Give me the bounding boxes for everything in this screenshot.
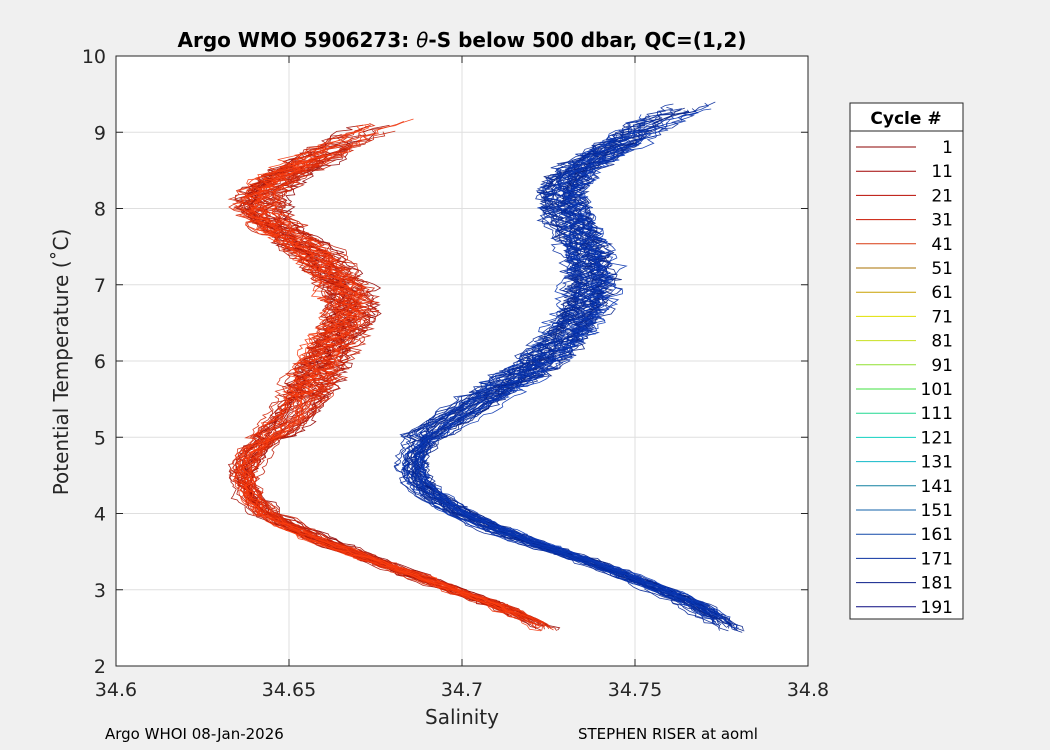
legend-label: 61	[931, 283, 953, 303]
legend-label: 11	[931, 162, 953, 182]
legend-label: 31	[931, 211, 953, 231]
profile-line	[416, 122, 723, 617]
profile-lines	[227, 101, 745, 633]
x-axis-label: Salinity	[425, 705, 499, 729]
legend-label: 141	[921, 477, 953, 497]
y-tick-label: 9	[94, 122, 106, 144]
profile-line	[242, 136, 511, 614]
profile-line	[242, 154, 546, 628]
x-tick-label: 34.75	[608, 679, 662, 701]
x-tick-label: 34.65	[262, 679, 316, 701]
legend-label: 21	[931, 186, 953, 206]
axis-ticks	[115, 55, 809, 667]
legend-label: 51	[931, 259, 953, 279]
legend-box	[849, 102, 964, 620]
legend-label: 71	[931, 307, 953, 327]
tick-labels: 34.6 34.65 34.7 34.75 34.8 2 3 4 5 6 7 8 9 10	[82, 46, 829, 701]
x-tick-label: 34.8	[787, 679, 829, 701]
y-tick-label: 5	[94, 427, 106, 449]
y-tick-label: 4	[94, 504, 106, 526]
legend-label: 1	[942, 138, 953, 158]
profile-line	[247, 130, 550, 627]
y-axis-label: Potential Temperature (˚C)	[49, 229, 73, 496]
legend-label: 111	[921, 404, 953, 424]
profile-line	[234, 147, 519, 618]
x-tick-label: 34.7	[441, 679, 483, 701]
profile-line	[246, 151, 561, 631]
legend: Cycle # 11121314151617181911011111211311…	[849, 102, 964, 620]
profile-line	[393, 110, 719, 626]
legend-label: 41	[931, 235, 953, 255]
legend-label: 191	[921, 598, 953, 618]
profile-line	[414, 126, 714, 614]
legend-label: 121	[921, 428, 953, 448]
profile-line	[404, 128, 707, 614]
legend-label: 131	[921, 453, 953, 473]
x-tick-label: 34.6	[95, 679, 137, 701]
profile-line	[237, 125, 516, 617]
profile-line	[241, 141, 542, 624]
legend-label: 151	[921, 501, 953, 521]
legend-label: 101	[921, 380, 953, 400]
y-tick-label: 8	[94, 199, 106, 221]
y-tick-label: 6	[94, 351, 106, 373]
footer-credit-right: STEPHEN RISER at aoml	[578, 725, 758, 743]
profile-line	[419, 146, 739, 629]
y-tick-label: 3	[94, 580, 106, 602]
legend-label: 181	[921, 574, 953, 594]
legend-entries: 1112131415161718191101111121131141151161…	[856, 138, 953, 618]
profile-line	[420, 111, 721, 615]
footer-credit-left: Argo WHOI 08-Jan-2026	[105, 725, 284, 743]
profile-line	[407, 145, 722, 626]
y-tick-label: 2	[94, 656, 106, 678]
legend-label: 171	[921, 549, 953, 569]
legend-label: 161	[921, 525, 953, 545]
profile-line	[420, 135, 739, 631]
legend-label: 81	[931, 332, 953, 352]
profile-line	[232, 123, 540, 628]
chart-title: Argo WMO 5906273: θ-S below 500 dbar, QC…	[178, 28, 747, 52]
y-tick-label: 7	[94, 275, 106, 297]
y-tick-label: 10	[82, 46, 106, 68]
legend-label: 91	[931, 356, 953, 376]
legend-title: Cycle #	[870, 109, 941, 129]
